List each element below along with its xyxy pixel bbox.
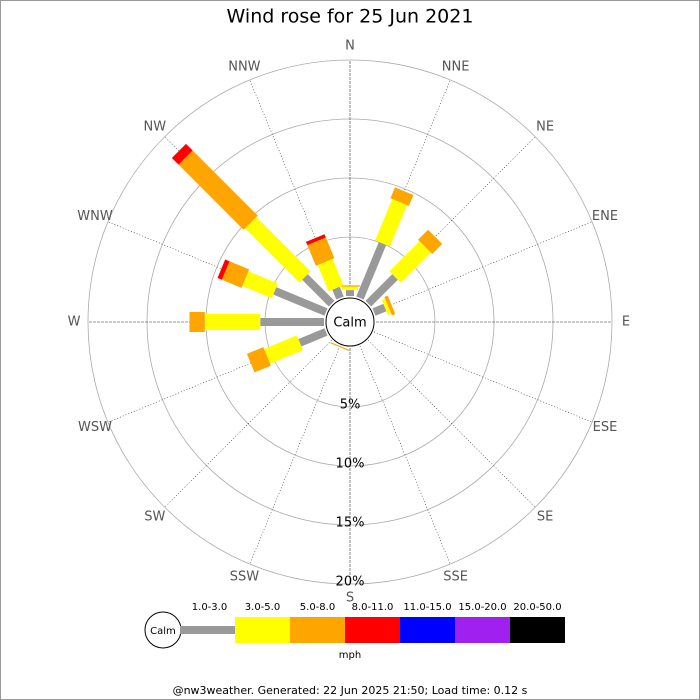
bar-segment: [221, 261, 250, 288]
grid-ring: [87, 59, 613, 585]
legend-label: 15.0-20.0: [458, 602, 506, 613]
r-tick-label: 15%: [336, 516, 365, 531]
bar-segment: [178, 150, 258, 230]
bar-segment: [384, 295, 396, 316]
legend-label: 20.0-50.0: [513, 602, 561, 613]
overlay: 5% 10% 15% 20% N NNE NE ENE E ESE SE SSE S SSW SW WSW W W…: [68, 39, 631, 662]
bar-segment: [342, 286, 358, 291]
spoke: [373, 331, 593, 423]
direction-label: S: [346, 591, 354, 606]
legend-swatch: [290, 617, 345, 643]
legend-swatch: [510, 617, 565, 643]
legend-swatch: [455, 617, 510, 643]
bar-segment: [305, 234, 326, 246]
bar-segment: [356, 241, 387, 300]
direction-label: NNW: [228, 60, 260, 75]
bar-segment: [332, 286, 344, 300]
chart-title: Wind rose for 25 Jun 2021: [227, 6, 474, 28]
direction-label: E: [622, 315, 630, 330]
unit-label: mph: [339, 650, 361, 661]
bar-segment: [317, 258, 344, 292]
spoke: [368, 340, 536, 508]
bar-segment: [264, 335, 303, 364]
legend-swatch: [345, 617, 400, 643]
spoke: [249, 345, 341, 565]
bar-segment: [302, 274, 335, 307]
legend-label: 1.0-3.0: [192, 602, 227, 613]
legend-label: 8.0-11.0: [352, 602, 394, 613]
direction-label: ESE: [593, 420, 618, 435]
bar-segment: [217, 259, 230, 280]
direction-label: SE: [537, 510, 553, 525]
bars: [171, 143, 443, 373]
direction-label: NE: [536, 119, 554, 134]
spoke: [373, 221, 593, 313]
bar-segment: [307, 237, 335, 266]
direction-label: N: [345, 39, 355, 54]
r-tick-label: 10%: [336, 457, 365, 472]
bar-segment: [298, 328, 328, 347]
legend-swatch: [180, 626, 235, 634]
legend-swatch: [400, 617, 455, 643]
bar-segment: [381, 298, 392, 315]
legend-label: 3.0-5.0: [245, 602, 280, 613]
bar-segment: [340, 285, 360, 287]
calm-circle: [325, 297, 375, 347]
direction-label: NNE: [442, 60, 470, 75]
bar-segment: [330, 342, 350, 351]
bar-segment: [246, 347, 271, 373]
bar-segment: [365, 274, 398, 307]
bar-segment: [260, 318, 324, 326]
direction-label: NW: [144, 119, 167, 134]
bar-segment: [204, 314, 261, 330]
direction-label: W: [68, 315, 81, 330]
calm-label: Calm: [333, 316, 366, 331]
bar-segment: [346, 290, 354, 296]
direction-label: WNW: [77, 209, 113, 224]
bar-segment: [273, 287, 328, 316]
bar-segment: [245, 217, 311, 283]
legend-swatch: [235, 617, 290, 643]
bar-segment: [389, 241, 431, 283]
legend-calm-label: Calm: [150, 626, 176, 637]
spoke: [359, 345, 451, 565]
r-tick-label: 5%: [340, 398, 361, 413]
legend-label: 11.0-15.0: [403, 602, 451, 613]
bar-segment: [171, 143, 193, 165]
bar-segment: [189, 312, 205, 332]
bar-segment: [375, 198, 408, 247]
direction-label: WSW: [78, 420, 112, 435]
direction-label: ENE: [592, 209, 618, 224]
bar-segment: [390, 187, 414, 206]
r-tick-label: 20%: [336, 575, 365, 590]
direction-label: SW: [144, 510, 165, 525]
legend-label: 5.0-8.0: [300, 602, 335, 613]
direction-label: SSE: [443, 569, 468, 584]
footer: @nw3weather. Generated: 22 Jun 2025 21:5…: [173, 684, 528, 697]
bar-segment: [418, 229, 443, 254]
direction-label: SSW: [230, 569, 260, 584]
bar-segment: [372, 303, 387, 316]
spoke: [164, 340, 332, 508]
bar-segment: [242, 271, 278, 299]
